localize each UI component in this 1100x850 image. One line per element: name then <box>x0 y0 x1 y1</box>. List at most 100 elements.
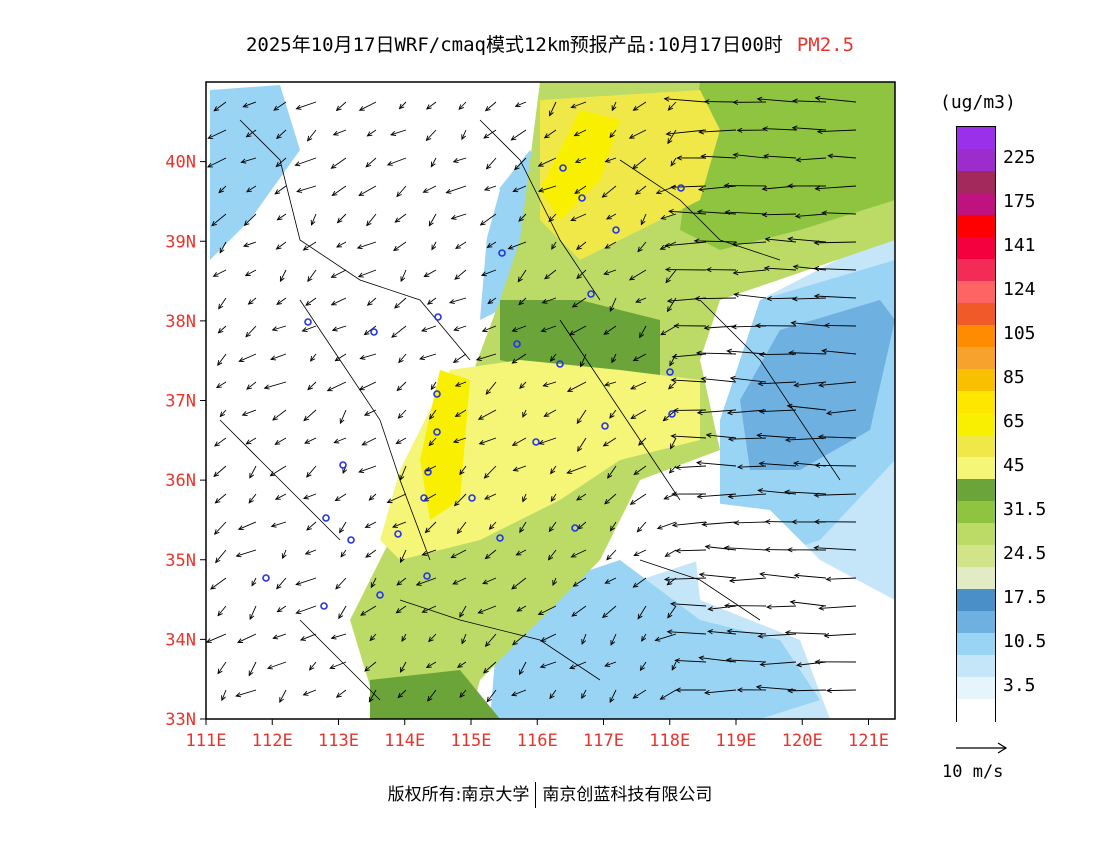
wind-arrow <box>609 129 617 139</box>
lon-label: 111E <box>186 731 227 751</box>
colorbar-label: 85 <box>1003 367 1025 388</box>
wind-arrow <box>303 493 317 500</box>
wind-arrow <box>305 297 317 306</box>
wind-arrow <box>456 521 467 535</box>
wind-arrow <box>784 630 827 636</box>
wind-arrow <box>695 350 737 356</box>
wind-arrow <box>577 437 587 453</box>
wind-arrow <box>215 549 227 564</box>
colorbar-swatch <box>957 655 995 678</box>
wind-arrow <box>705 267 737 273</box>
wind-arrow <box>246 381 257 390</box>
wind-arrow <box>482 661 497 674</box>
city-marker <box>677 184 685 192</box>
wind-arrow <box>270 521 287 528</box>
wind-arrow <box>629 493 647 505</box>
colorbar-swatch <box>957 259 995 282</box>
wind-arrow <box>728 577 767 584</box>
wind-arrow <box>364 521 377 528</box>
wind-arrow <box>366 213 377 227</box>
colorbar-swatch <box>957 523 995 546</box>
wind-arrow <box>823 633 857 639</box>
wind-arrow <box>276 129 287 140</box>
wind-arrow <box>270 353 287 361</box>
lat-label: 34N <box>165 630 196 650</box>
wind-arrow <box>207 129 227 139</box>
wind-arrow <box>766 296 797 302</box>
wind-arrow <box>400 269 407 283</box>
wind-arrow <box>814 462 857 468</box>
wind-arrow <box>217 325 227 334</box>
wind-arrow <box>486 241 497 248</box>
city-marker <box>347 536 355 544</box>
wind-arrow <box>639 661 647 672</box>
lon-label: 116E <box>517 731 558 751</box>
wind-arrow <box>571 605 587 617</box>
wind-arrow <box>249 605 257 621</box>
wind-arrow <box>787 183 827 189</box>
wind-arrow <box>674 464 707 471</box>
wind-arrow <box>638 437 647 446</box>
wind-arrow <box>603 269 617 276</box>
wind-arrow <box>813 545 857 551</box>
wind-arrow <box>330 157 347 169</box>
wind-arrow <box>455 241 467 249</box>
wind-arrow <box>306 129 317 142</box>
footer-copyright: 版权所有:南京大学 南京创蓝科技有限公司 <box>0 780 1100 808</box>
wind-arrow <box>541 297 557 304</box>
wind-arrow <box>791 296 827 302</box>
wind-arrow <box>370 577 377 589</box>
wind-arrow <box>670 437 677 450</box>
wind-arrow <box>248 493 257 504</box>
wind-arrow <box>401 633 407 643</box>
wind-arrow <box>703 325 737 331</box>
wind-arrow <box>430 157 437 168</box>
wind-arrow <box>307 381 317 391</box>
wind-arrow <box>792 264 827 271</box>
wind-arrow <box>704 544 737 551</box>
colorbar-swatch <box>957 215 995 238</box>
wind-arrow <box>579 353 587 368</box>
wind-arrow <box>247 297 257 305</box>
wind-arrow <box>787 688 827 694</box>
wind-arrow <box>758 461 797 467</box>
wind-arrow <box>704 689 737 696</box>
wind-arrow <box>784 437 827 443</box>
wind-arrow <box>695 460 737 467</box>
wind-arrow <box>273 101 287 111</box>
wind-arrow <box>269 465 287 477</box>
wind-arrow <box>601 605 617 619</box>
wind-arrow <box>235 689 257 698</box>
wind-arrow <box>674 658 707 664</box>
wind-arrow <box>758 408 797 415</box>
wind-arrow <box>331 185 347 197</box>
wind-arrow <box>609 521 617 532</box>
wind-arrow <box>217 605 227 617</box>
wind-arrow <box>368 493 377 501</box>
city-marker <box>587 290 595 298</box>
wind-arrow <box>511 437 527 446</box>
wind-arrow <box>604 157 617 163</box>
wind-arrow <box>485 157 497 170</box>
city-markers <box>262 164 685 610</box>
wind-arrow <box>485 381 497 395</box>
wind-arrow <box>736 464 767 470</box>
wind-arrow <box>428 437 437 447</box>
lon-label: 112E <box>252 731 293 751</box>
wind-arrow <box>452 353 467 363</box>
wind-arrow <box>210 577 227 590</box>
wind-arrow <box>726 628 767 635</box>
wind-arrow <box>397 409 407 419</box>
wind-arrow <box>386 157 407 166</box>
wind-arrow <box>628 269 647 281</box>
wind-arrow <box>574 185 587 195</box>
wind-arrow <box>511 689 527 697</box>
wind-arrow <box>641 633 647 642</box>
colorbar-swatch <box>957 171 995 194</box>
wind-arrow <box>214 437 227 447</box>
wind-arrow <box>633 549 647 557</box>
wind-arrow <box>694 296 737 302</box>
wind-arrow <box>576 409 587 425</box>
wind-arrow <box>517 269 527 283</box>
wind-arrow <box>604 577 617 584</box>
